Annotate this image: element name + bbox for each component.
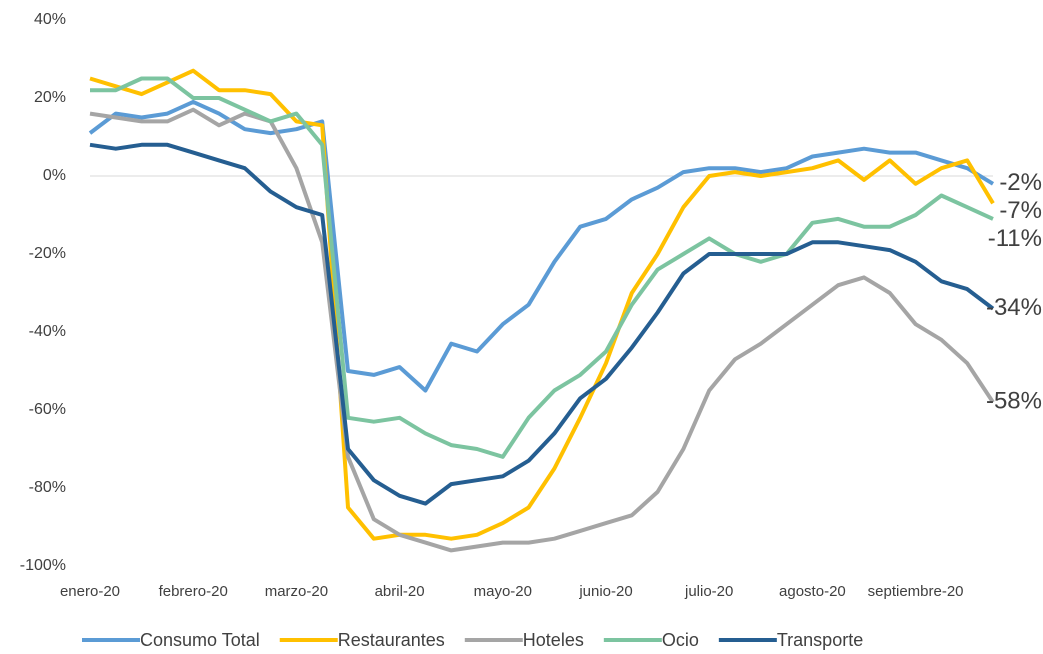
end-label: -2% (999, 169, 1042, 196)
y-tick-label: -100% (20, 557, 66, 574)
y-tick-label: 20% (34, 89, 66, 106)
legend-label: Restaurantes (338, 630, 445, 650)
y-tick-label: -40% (29, 323, 66, 340)
x-tick-label: abril-20 (375, 583, 425, 600)
y-tick-label: 40% (34, 11, 66, 28)
legend-label: Transporte (777, 630, 863, 650)
x-tick-label: enero-20 (60, 583, 120, 600)
series-line (89, 142, 995, 506)
series-line (88, 99, 995, 393)
legend-label: Ocio (662, 630, 699, 650)
series-line (90, 76, 994, 459)
x-tick-label: julio-20 (684, 583, 733, 600)
x-tick-label: marzo-20 (265, 583, 328, 600)
series-line (89, 107, 995, 553)
x-tick-label: septiembre-20 (868, 583, 964, 600)
legend-label: Consumo Total (140, 630, 260, 650)
end-label: -58% (986, 388, 1042, 415)
x-tick-label: febrero-20 (159, 583, 228, 600)
legend-label: Hoteles (523, 630, 584, 650)
y-tick-label: 0% (43, 167, 66, 184)
y-tick-label: -80% (29, 479, 66, 496)
end-label: -11% (988, 225, 1042, 252)
series-line (89, 68, 995, 541)
y-tick-label: -60% (29, 401, 66, 418)
end-label: -7% (999, 197, 1042, 224)
y-tick-label: -20% (29, 245, 66, 262)
x-tick-label: mayo-20 (474, 583, 532, 600)
x-tick-label: junio-20 (578, 583, 632, 600)
end-label: -34% (986, 294, 1042, 321)
x-tick-label: agosto-20 (779, 583, 846, 600)
